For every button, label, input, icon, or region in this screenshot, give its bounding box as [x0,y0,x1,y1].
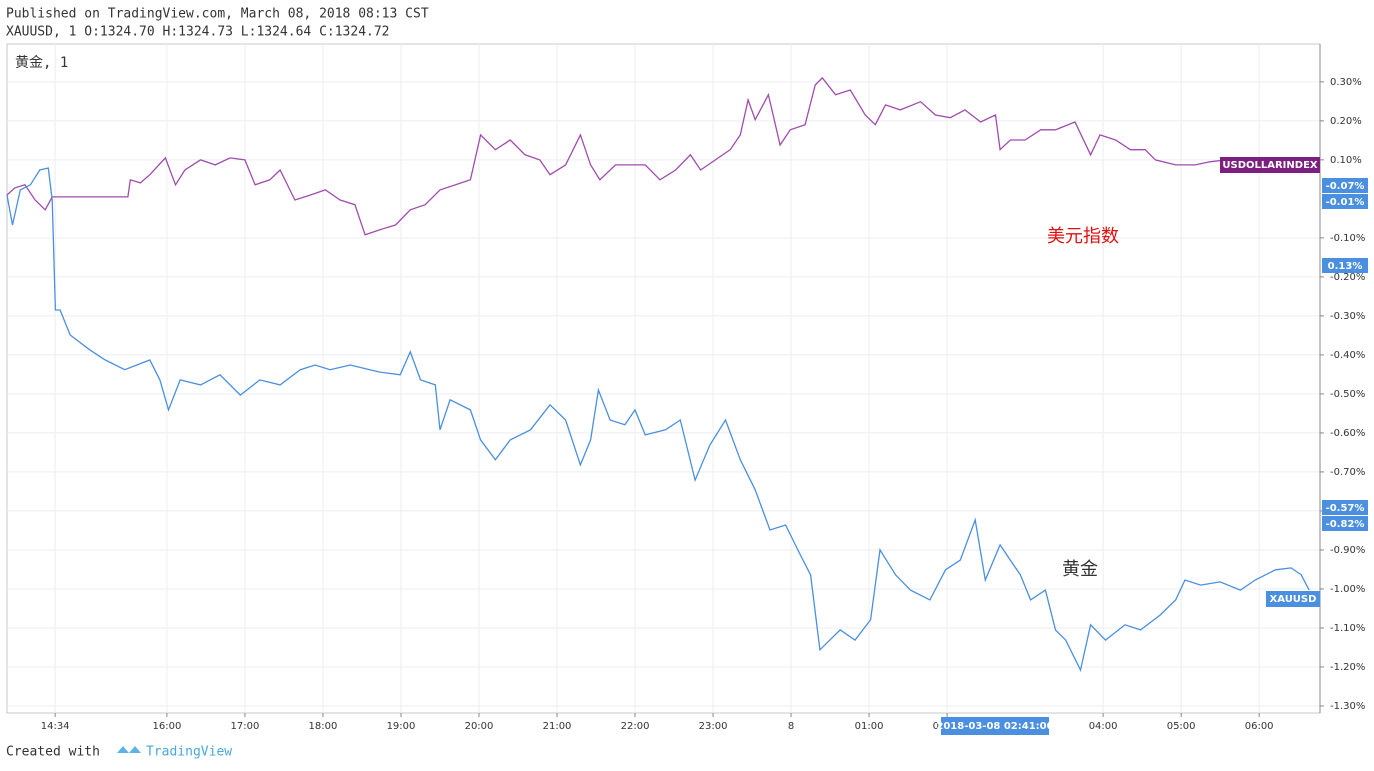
axis-badge: 0.13% [1328,261,1363,272]
series-label: USDOLLARINDEX [1222,160,1318,171]
axis-badge-box [1322,178,1368,193]
series-label: XAUUSD [1270,594,1317,605]
x-tick-label: 01:00 [855,721,884,732]
y-tick-label: 0.20% [1330,116,1362,127]
y-tick-label: 0.10% [1330,155,1362,166]
series-line [6,76,1261,236]
y-tick-label: 0.30% [1330,77,1362,88]
y-tick-label: -0.40% [1330,350,1365,361]
annotation: 美元指数 [1047,226,1119,247]
axis-badge: -0.07% [1326,181,1365,192]
footer-brand[interactable]: TradingView [146,745,232,760]
y-tick-label: -0.50% [1330,389,1365,400]
crosshair-label: 2018-03-08 02:41:00 [936,721,1053,732]
y-tick-label: -0.30% [1330,311,1365,322]
axis-badge-box [1322,194,1368,209]
y-tick-label: -1.00% [1330,584,1365,595]
x-tick-label: 20:00 [465,721,494,732]
series-label-box [1266,591,1320,607]
axis-badge-box [1322,258,1368,273]
plot-frame [6,43,1321,714]
x-tick-label: 8 [788,721,794,732]
y-tick-label: -0.70% [1330,467,1365,478]
y-tick-label: -0.20% [1330,272,1365,283]
y-tick-label: -1.30% [1330,701,1365,712]
axis-badge-box [1322,500,1368,515]
x-tick-label: 18:00 [309,721,338,732]
x-tick-label: 23:00 [699,721,728,732]
chart-subtitle: XAUUSD, 1 O:1324.70 H:1324.73 L:1324.64 … [6,25,390,40]
pane-label: 黄金, 1 [15,54,68,71]
axis-badge: -0.82% [1326,519,1365,530]
axis-badge: -0.57% [1326,503,1365,514]
x-tick-label: 22:00 [621,721,650,732]
x-tick-label: 17:00 [231,721,260,732]
x-tick-label: 05:00 [1167,721,1196,732]
axis-badge-box [1322,516,1368,531]
x-tick-label: 14:34 [41,721,70,732]
chart-title: Published on TradingView.com, March 08, … [6,7,429,22]
series-line [6,167,1310,673]
crosshair-label-box [941,717,1049,735]
footer-text: Created with [6,745,100,760]
x-tick-label: 19:00 [387,721,416,732]
x-tick-label: 16:00 [153,721,182,732]
brand-logo [117,746,141,753]
y-tick-label: -0.10% [1330,233,1365,244]
x-tick-label: 21:00 [543,721,572,732]
x-tick-label: 06:00 [1245,721,1274,732]
annotation: 黄金 [1062,559,1098,580]
x-tick-label: 04:00 [1089,721,1118,732]
series-label-box [1220,157,1320,173]
y-tick-label: -1.20% [1330,662,1365,673]
y-tick-label: -0.90% [1330,545,1365,556]
axis-badge: -0.01% [1326,197,1365,208]
y-tick-label: -0.60% [1330,428,1365,439]
y-tick-label: -1.10% [1330,623,1365,634]
